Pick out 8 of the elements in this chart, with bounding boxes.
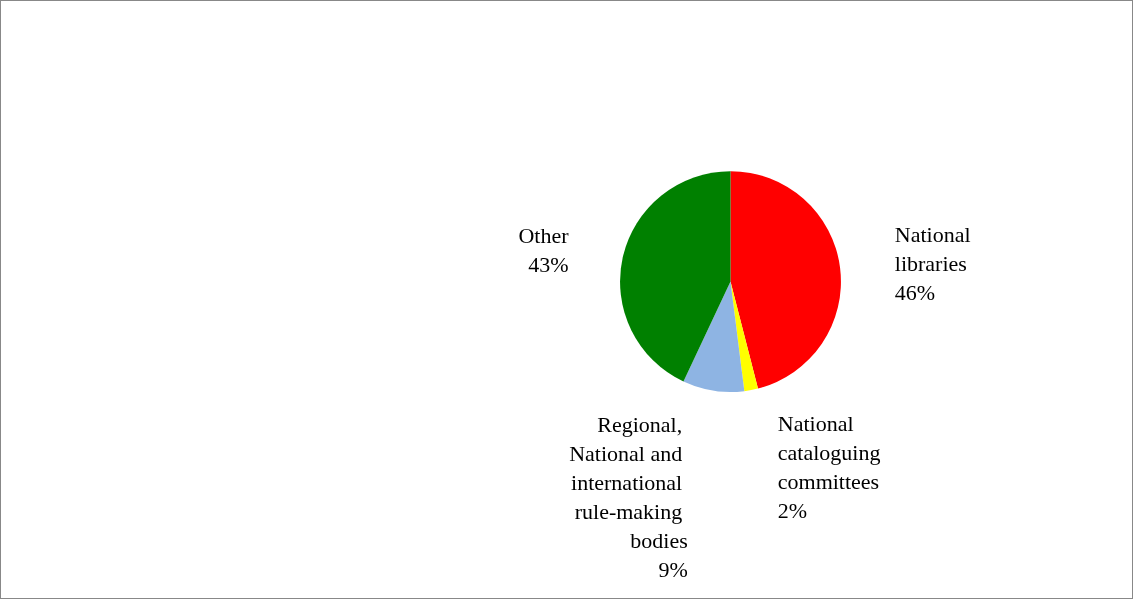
slice-label: Other <box>518 222 570 248</box>
data-label: 2% <box>777 498 808 524</box>
slice-label: Regional, National and international rule-making bodies <box>569 412 688 554</box>
data-label: 43% <box>528 251 569 277</box>
data-label: 46% <box>894 279 936 305</box>
slice-label: National libraries <box>894 221 977 276</box>
slice-label: National cataloguing committees <box>777 411 886 495</box>
data-label: 9% <box>658 557 688 583</box>
